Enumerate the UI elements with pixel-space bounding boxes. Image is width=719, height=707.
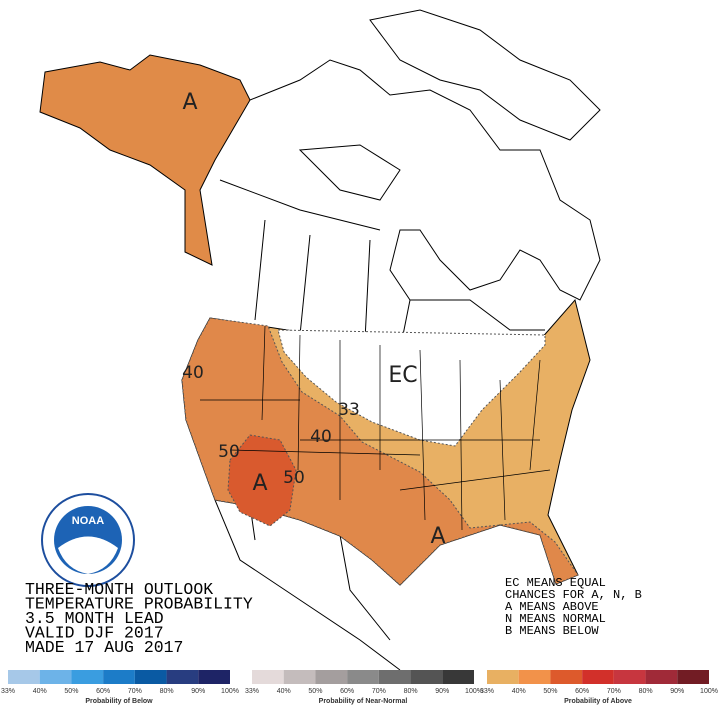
key-line: CHANCES FOR A, N, B (505, 588, 642, 602)
annotations: A EC 40 33 40 50 A 50 A THREE-MONTH OUTLOOKTEMPER… (1, 90, 718, 705)
scale-swatch (442, 670, 474, 684)
scale-tick: 70% (128, 688, 142, 695)
map-label: 40 (310, 427, 332, 447)
scale-swatch (613, 670, 646, 684)
scale-tick: 33% (480, 688, 494, 695)
scale-swatch (518, 670, 551, 684)
scale-tick: 100% (221, 688, 239, 695)
scale-swatch (487, 670, 519, 684)
map-label: 33 (338, 400, 360, 420)
scale-swatch (677, 670, 709, 684)
scale-tick: 33% (245, 688, 259, 695)
map-label: 50 (283, 468, 305, 488)
key-line: EC MEANS EQUAL (505, 576, 606, 590)
scale-swatch (347, 670, 379, 684)
scale-swatch (166, 670, 199, 684)
scale-tick: 60% (96, 688, 110, 695)
outlook-line: THREE-MONTH OUTLOOK (25, 580, 213, 599)
scale-tick: 90% (670, 688, 684, 695)
scale-swatch (134, 670, 167, 684)
logo-text: NOAA (72, 515, 104, 527)
scale-tick: 60% (575, 688, 589, 695)
scale-swatch (410, 670, 443, 684)
scale-swatch (252, 670, 284, 684)
map-label: EC (388, 363, 417, 388)
map-label: 40 (182, 363, 204, 383)
scale-tick: 40% (33, 688, 47, 695)
scale-tick: 40% (277, 688, 291, 695)
scale-tick: 50% (308, 688, 322, 695)
scale-tick: 100% (465, 688, 483, 695)
scale-tick: 40% (512, 688, 526, 695)
outlook-line: TEMPERATURE PROBABILITY (25, 595, 253, 614)
ec-area (277, 329, 546, 447)
scale-tick: 80% (160, 688, 174, 695)
scale-tick: 33% (1, 688, 15, 695)
scale-title: Probability of Above (564, 698, 632, 705)
map-label: A (182, 90, 197, 115)
scale-swatch (198, 670, 230, 684)
key-line: B MEANS BELOW (505, 624, 599, 638)
scale-tick: 100% (700, 688, 718, 695)
scale-swatch (645, 670, 678, 684)
map-label: 50 (218, 442, 240, 462)
scale-swatch (582, 670, 614, 684)
key-line: A MEANS ABOVE (505, 600, 599, 614)
scale-swatch (71, 670, 104, 684)
scale-tick: 50% (64, 688, 78, 695)
scale-tick: 50% (543, 688, 557, 695)
state-lines (200, 325, 551, 531)
outlook-line: MADE 17 AUG 2017 (25, 638, 183, 657)
scale-tick: 70% (607, 688, 621, 695)
alaska-above (39, 54, 251, 266)
scale-swatch (103, 670, 135, 684)
scale-tick: 90% (435, 688, 449, 695)
scale-swatch (283, 670, 316, 684)
scale-title: Probability of Near-Normal (319, 698, 408, 705)
scale-tick: 90% (191, 688, 205, 695)
scale-tick: 80% (404, 688, 418, 695)
scale-swatch (39, 670, 72, 684)
scale-swatch (8, 670, 40, 684)
key-line: N MEANS NORMAL (505, 612, 606, 626)
noaa-logo: NOAA (41, 493, 135, 587)
scale-tick: 80% (639, 688, 653, 695)
map-label: A (430, 524, 445, 549)
basemap (214, 9, 601, 671)
outlook-line: VALID DJF 2017 (25, 624, 164, 643)
scale-tick: 60% (340, 688, 354, 695)
map-label: A (252, 471, 267, 496)
outlook-line: 3.5 MONTH LEAD (25, 609, 164, 628)
scale-swatch (378, 670, 411, 684)
scale-swatch (315, 670, 348, 684)
scale-title: Probability of Below (85, 698, 153, 705)
above-50 (227, 434, 297, 527)
scale-tick: 70% (372, 688, 386, 695)
scale-swatch (550, 670, 583, 684)
